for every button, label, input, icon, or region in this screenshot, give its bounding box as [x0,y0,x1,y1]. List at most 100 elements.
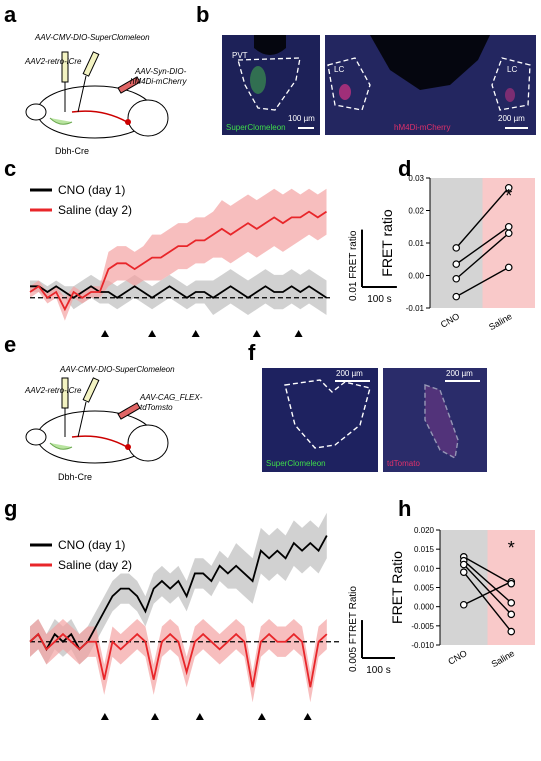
data-point [452,274,461,283]
trace [30,285,328,299]
vector-label: tdTomsto [140,403,173,412]
panel-label: b [196,2,209,27]
vector-label: AAV2-retro-iCre [24,57,82,66]
region-label: LC [507,65,517,74]
mouse-label: Dbh-Cre [58,472,92,482]
legend-label: CNO (day 1) [58,183,125,197]
pair-line [463,564,512,615]
pair-line [463,556,512,585]
category-band [487,530,535,645]
y-tick-label: 0.02 [408,207,424,216]
significance: * [508,538,515,558]
data-point [459,568,468,576]
data-point [504,263,513,272]
stimulus-marker [191,330,200,337]
legend-label: CNO (day 1) [58,538,125,552]
y-axis-label: FRET ratio [379,209,395,277]
x-tick-label: Saline [487,311,514,332]
data-point [507,599,516,607]
panel-label: g [4,496,17,521]
category-band [482,178,535,308]
significance: * [505,186,512,206]
x-tick-label: Saline [490,648,517,669]
category-band [440,530,488,645]
trace [29,210,328,312]
vector-label: AAV-CMV-DIO-SuperClomeleon [59,365,175,374]
schematic-e: AAV-CMV-DIO-SuperClomeleon AAV2-retro-iC… [24,365,203,482]
scale-bar-label: 0.005 FTRET Ratio [348,586,359,672]
stimulus-marker [101,330,109,337]
y-tick-label: 0.020 [414,526,435,535]
micrograph-f-left: 200 µm SuperClomeleon [262,368,378,472]
data-point [459,560,468,569]
stimulus-marker [100,713,109,720]
region-label: LC [334,65,344,74]
category-band [430,178,483,308]
panel-label: a [4,2,17,27]
micrograph-b-left: PVT SuperClomeleon 100 µm [222,35,320,135]
scale-bar-label: 0.01 FRET ratio [348,230,359,301]
vector-label: AAV-CAG_FLEX- [139,393,203,402]
schematic-a: AAV-CMV-DIO-SuperClomeleon AAV2-retro-iC… [24,33,187,156]
y-axis-label: FRET Ratio [389,551,405,624]
region-label: PVT [232,51,248,60]
scale-bar-label: 100 s [366,665,390,676]
y-tick-label: 0.015 [414,545,435,554]
panel-label: d [398,156,411,181]
channel-label: hM4Di-mCherry [394,123,450,132]
y-tick-label: 0.005 [414,584,435,593]
y-tick-label: 0.01 [408,239,424,248]
error-band [30,618,327,703]
panel-label: h [398,496,411,521]
data-point [504,229,513,238]
y-tick-label: 0.00 [408,272,424,281]
vector-label: hM4Di-mCherry [130,77,187,86]
vector-label: AAV-Syn-DIO- [134,67,187,76]
pair-line [463,560,512,604]
pair-line [455,266,510,298]
vector-label: AAV2-retro-iCre [24,386,82,395]
y-tick-label: -0.010 [411,641,434,650]
error-band [30,512,327,665]
channel-label: SuperClomeleon [226,123,286,132]
pair-line [463,581,512,606]
stimulus-marker [252,330,261,337]
scale-label: 100 µm [288,114,315,123]
data-point [507,579,516,588]
mouse-label: Dbh-Cre [55,146,89,156]
data-point [452,292,461,301]
y-tick-label: -0.005 [411,622,434,631]
data-point [504,183,513,192]
data-point [452,244,461,252]
data-point [507,610,516,619]
y-tick-label: -0.01 [406,304,425,313]
channel-label: tdTomato [387,459,420,468]
stimulus-marker [294,330,303,337]
pair-line [455,226,510,265]
scale-bar-label: 100 s [367,294,391,305]
y-tick-label: 0.010 [414,564,435,573]
data-point [459,600,468,609]
scale-label: 200 µm [446,369,473,378]
y-tick-label: 0.03 [408,174,424,183]
data-point [452,260,461,268]
pair-line [455,187,510,249]
panel-label: f [248,340,256,365]
legend-label: Saline (day 2) [58,558,132,572]
data-point [504,222,513,231]
panel-label: e [4,332,16,357]
legend-label: Saline (day 2) [58,203,132,217]
micrograph-b-right: LC LC hM4Di-mCherry 200 µm [325,35,536,135]
pair-line [463,571,512,633]
trace [29,632,328,688]
vector-label: AAV-CMV-DIO-SuperClomeleon [34,33,150,42]
channel-label: SuperClomeleon [266,459,326,468]
scale-label: 200 µm [336,369,363,378]
error-band [30,188,327,321]
x-tick-label: CNO [439,311,461,330]
stimulus-marker [303,713,312,720]
scale-label: 200 µm [498,114,525,123]
stimulus-marker [148,330,157,337]
data-point [507,627,516,636]
